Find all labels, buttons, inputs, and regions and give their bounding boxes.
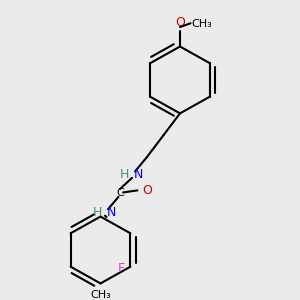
- Text: N: N: [134, 168, 143, 181]
- Text: H: H: [120, 168, 129, 181]
- Text: CH₃: CH₃: [90, 290, 111, 300]
- Text: H: H: [93, 206, 102, 219]
- Text: CH₃: CH₃: [191, 19, 212, 29]
- Text: O: O: [175, 16, 185, 29]
- Text: C: C: [116, 188, 124, 198]
- Text: N: N: [107, 206, 116, 219]
- Text: F: F: [118, 262, 125, 275]
- Text: O: O: [142, 184, 152, 197]
